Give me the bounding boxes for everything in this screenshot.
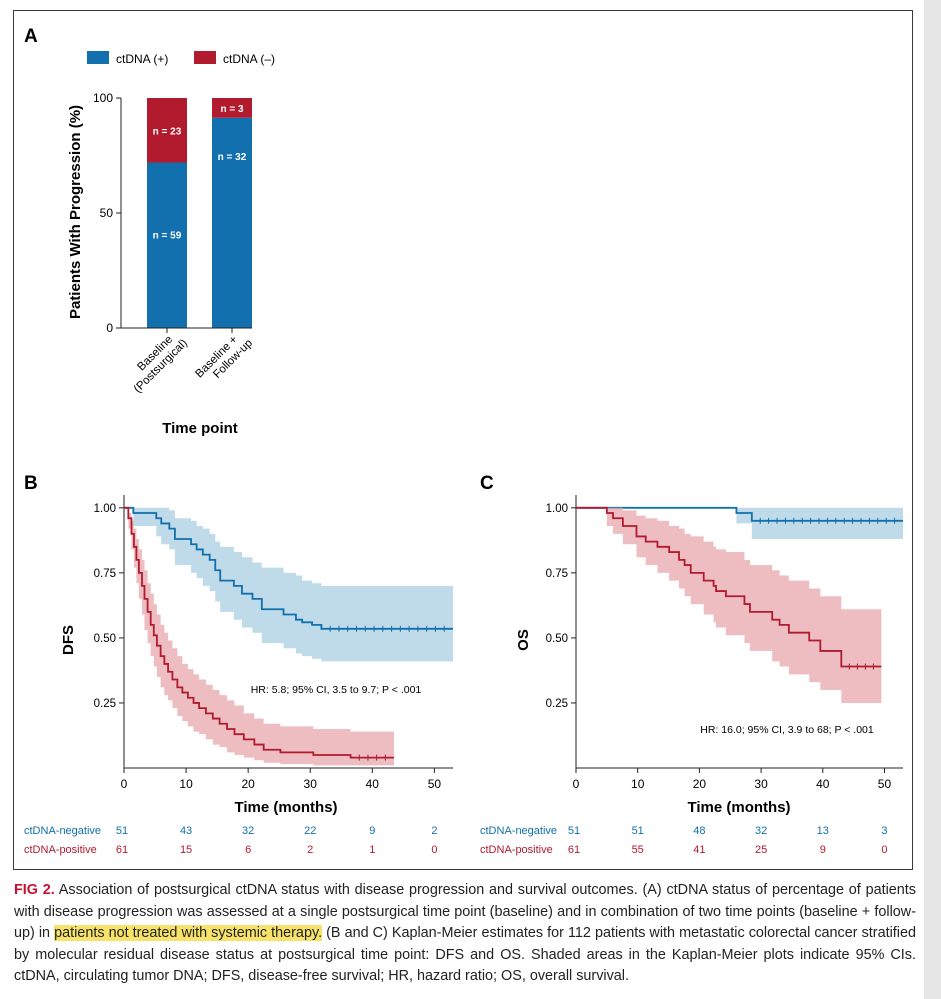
panel-b-x-tick-label: 40 xyxy=(366,777,380,791)
panel-b-x-tick-label: 50 xyxy=(428,777,442,791)
panel-c-hr-annotation: HR: 16.0; 95% CI, 3.9 to 68; P < .001 xyxy=(700,724,874,736)
panel-a-bar-chart: ctDNA (+) ctDNA (–) Patients With Progre… xyxy=(67,51,275,437)
panel-a-y-tick-label: 100 xyxy=(93,91,113,105)
panel-c-x-tick-label: 30 xyxy=(754,777,768,791)
panel-a-x-tick-label: Baseline(Postsurgical) xyxy=(123,328,191,396)
panel-b-dfs-plot: DFS Time (months) HR: 5.8; 95% CI, 3.5 t… xyxy=(24,495,453,856)
panel-b-x-tick-label: 10 xyxy=(179,777,193,791)
panel-c-risk-value: 32 xyxy=(755,825,767,837)
panel-b-risk-value: 22 xyxy=(304,825,316,837)
panel-b-y-axis-label: DFS xyxy=(60,625,77,655)
panel-b-km-curve-positive xyxy=(124,506,395,759)
panel-c-risk-value: 9 xyxy=(820,844,826,856)
panel-b-x-axis-label: Time (months) xyxy=(234,799,337,816)
panel-c-risk-value: 61 xyxy=(568,844,580,856)
panel-a-y-axis-label: Patients With Progression (%) xyxy=(67,105,84,319)
panel-c-ci-band-positive xyxy=(576,507,882,703)
legend-label-negative: ctDNA (–) xyxy=(223,52,275,66)
bar-label-positive: n = 32 xyxy=(218,152,247,163)
panel-b-hr-annotation: HR: 5.8; 95% CI, 3.5 to 9.7; P < .001 xyxy=(251,684,422,696)
panel-a-y-tick-label: 0 xyxy=(106,321,113,335)
caption-text-part2: (B and C) Kaplan-Meier estimates for 112… xyxy=(14,925,916,984)
panel-c-x-axis-label: Time (months) xyxy=(687,799,790,816)
panel-c-risk-value: 25 xyxy=(755,844,767,856)
panel-b-risk-value: 0 xyxy=(431,844,437,856)
legend-swatch-positive xyxy=(87,51,109,64)
figure-2: A B C ctDNA (+) ctDNA (–) Patients With … xyxy=(24,26,903,856)
legend-swatch-negative xyxy=(194,51,216,64)
bar-ctdna-positive xyxy=(212,117,252,328)
bar-ctdna-positive xyxy=(147,162,187,328)
panel-b-risk-value: 61 xyxy=(116,844,128,856)
panel-b-risk-label-positive: ctDNA-positive xyxy=(24,844,97,856)
figure-frame xyxy=(13,10,913,870)
panel-c-y-axis-label: OS xyxy=(515,629,532,651)
panel-c-y-tick-label: 0.25 xyxy=(546,698,568,710)
panel-b-ci-band-positive xyxy=(124,507,395,766)
panel-b-y-tick-label: 1.00 xyxy=(94,503,116,515)
panel-b-risk-value: 43 xyxy=(180,825,192,837)
panel-b-ci-band-negative xyxy=(124,507,453,662)
panel-c-label: C xyxy=(480,473,494,494)
panel-b-risk-value: 1 xyxy=(369,844,375,856)
panel-c-y-tick-label: 1.00 xyxy=(546,503,568,515)
panel-c-risk-value: 51 xyxy=(632,825,644,837)
panel-b-y-tick-label: 0.50 xyxy=(94,633,116,645)
panel-b-y-tick-label: 0.25 xyxy=(94,698,116,710)
panel-b-x-tick-label: 20 xyxy=(241,777,255,791)
bar-label-negative: n = 3 xyxy=(220,104,244,115)
panel-a-x-axis-label: Time point xyxy=(162,420,238,437)
panel-b-risk-value: 51 xyxy=(116,825,128,837)
panel-c-risk-value: 55 xyxy=(632,844,644,856)
panel-b-label: B xyxy=(24,473,38,494)
bar-ctdna-negative xyxy=(147,98,187,163)
panel-c-y-tick-label: 0.75 xyxy=(546,568,568,580)
panel-c-risk-value: 41 xyxy=(693,844,705,856)
page-margin-strip xyxy=(924,0,941,999)
legend-label-positive: ctDNA (+) xyxy=(116,52,168,66)
panel-c-risk-value: 13 xyxy=(817,825,829,837)
panel-c-risk-label-negative: ctDNA-negative xyxy=(480,825,557,837)
panel-c-risk-value: 48 xyxy=(693,825,705,837)
panel-c-os-plot: OS Time (months) HR: 16.0; 95% CI, 3.9 t… xyxy=(480,495,903,856)
panel-a-label: A xyxy=(24,26,38,47)
panel-c-risk-value: 0 xyxy=(881,844,887,856)
panel-c-risk-label-positive: ctDNA-positive xyxy=(480,844,553,856)
bar-ctdna-negative xyxy=(212,98,252,118)
figure-caption: FIG 2. Association of postsurgical ctDNA… xyxy=(14,880,916,988)
panel-b-risk-value: 2 xyxy=(431,825,437,837)
bar-label-negative: n = 23 xyxy=(153,126,182,137)
panel-b-y-tick-label: 0.75 xyxy=(94,568,116,580)
panel-b-risk-value: 2 xyxy=(307,844,313,856)
caption-text-part1: Association of postsurgical ctDNA status… xyxy=(14,882,916,941)
panel-b-x-tick-label: 30 xyxy=(304,777,318,791)
panel-c-x-tick-label: 40 xyxy=(816,777,830,791)
panel-c-x-tick-label: 20 xyxy=(693,777,707,791)
panel-a-y-tick-label: 50 xyxy=(100,206,114,220)
panel-b-x-tick-label: 0 xyxy=(121,777,128,791)
panel-c-ci-band-negative xyxy=(576,507,903,540)
panel-b-risk-label-negative: ctDNA-negative xyxy=(24,825,101,837)
panel-c-x-tick-label: 0 xyxy=(573,777,580,791)
panel-b-risk-value: 9 xyxy=(369,825,375,837)
panel-b-risk-value: 6 xyxy=(245,844,251,856)
panel-c-y-tick-label: 0.50 xyxy=(546,633,568,645)
panel-a-x-tick-label: Baseline +Follow-up xyxy=(193,328,255,390)
panel-c-risk-value: 51 xyxy=(568,825,580,837)
panel-c-km-curve-positive xyxy=(576,506,882,668)
bar-label-positive: n = 59 xyxy=(153,230,182,241)
caption-highlighted-text: patients not treated with systemic thera… xyxy=(54,925,323,941)
panel-c-x-tick-label: 50 xyxy=(878,777,892,791)
panel-c-risk-value: 3 xyxy=(881,825,887,837)
panel-b-risk-value: 32 xyxy=(242,825,254,837)
panel-b-risk-value: 15 xyxy=(180,844,192,856)
caption-figure-label: FIG 2. xyxy=(14,882,55,898)
panel-c-x-tick-label: 10 xyxy=(631,777,645,791)
panel-b-km-curve-negative xyxy=(124,506,453,630)
